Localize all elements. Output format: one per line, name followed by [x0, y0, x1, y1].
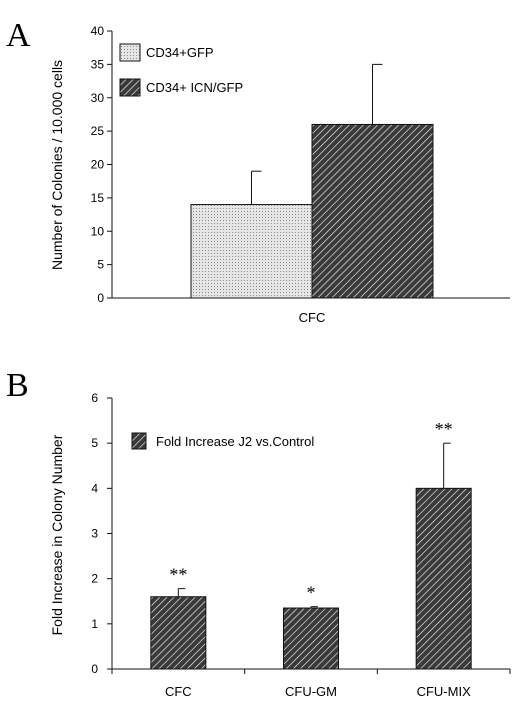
panel-a-y-tick-label: 5 [97, 258, 104, 272]
panel-a-y-axis-label: Number of Colonies / 10.000 cells [49, 60, 65, 270]
panel-a-legend-label-icn: CD34+ ICN/GFP [146, 80, 243, 95]
panel-a-y-tick-label: 40 [91, 24, 105, 38]
panel-a-y-tick-label: 10 [91, 224, 105, 238]
panel-a-category-label: CFC [299, 310, 326, 325]
panel-b-bars: ** CFC * CFU-GM ** CFU-MIX [150, 419, 472, 699]
panel-b-y-axis-label: Fold Increase in Colony Number [49, 434, 65, 635]
panel-b-category-label: CFC [165, 684, 192, 699]
panel-a-legend: CD34+GFP CD34+ ICN/GFP [119, 43, 243, 97]
panel-b-x-ticks [111, 669, 511, 674]
panel-a-y-ticks: 0 5 10 15 20 25 30 35 40 [91, 24, 112, 305]
panel-b-bar-cfc [150, 596, 207, 670]
panel-b-bar-cfu-mix-significance: ** [435, 419, 453, 439]
panel-b-category-label: CFU-MIX [417, 684, 471, 699]
panel-a-y-tick-label: 35 [91, 57, 105, 71]
panel-b-legend-label: Fold Increase J2 vs.Control [156, 434, 314, 449]
panel-b-bar-cfc-significance: ** [169, 565, 187, 585]
panel-b-bar-cfu-gm [283, 607, 339, 670]
panel-a-bar-gfp [190, 204, 313, 299]
panel-b-legend-swatch [131, 432, 147, 450]
panel-a-y-tick-label: 20 [91, 158, 105, 172]
panel-b-y-tick-label: 3 [91, 527, 98, 541]
panel-b-legend: Fold Increase J2 vs.Control [131, 432, 314, 450]
panel-b-y-tick-label: 4 [91, 481, 98, 495]
panel-b-category-label: CFU-GM [285, 684, 337, 699]
panel-a-bar-icn [311, 123, 434, 299]
panel-b-y-tick-label: 5 [91, 436, 98, 450]
panel-a: A Number of Colonies / 10.000 cells 0 5 10… [6, 17, 510, 325]
panel-a-y-tick-label: 30 [91, 91, 105, 105]
panel-a-legend-swatch-gfp [119, 43, 141, 62]
panel-a-letter: A [6, 17, 31, 54]
panel-b-y-tick-label: 6 [91, 391, 98, 405]
panel-b-bar-cfu-mix [415, 487, 472, 670]
panel-b-y-ticks: 0 1 2 3 4 5 6 [91, 391, 112, 676]
panel-b-bar-cfu-gm-significance: * [307, 583, 316, 603]
panel-a-y-tick-label: 25 [91, 124, 105, 138]
panel-b-y-tick-label: 1 [91, 617, 98, 631]
panel-b: B Fold Increase in Colony Number 0 1 2 3 4 5 6… [6, 367, 511, 699]
panel-a-legend-label-gfp: CD34+GFP [146, 45, 214, 60]
panel-b-letter: B [6, 367, 29, 404]
panel-b-y-tick-label: 0 [91, 662, 98, 676]
panel-a-bars [190, 63, 434, 299]
panel-a-legend-swatch-icn [119, 78, 141, 97]
panel-a-y-tick-label: 15 [91, 191, 105, 205]
panel-b-y-tick-label: 2 [91, 572, 98, 586]
panel-a-y-tick-label: 0 [97, 291, 104, 305]
